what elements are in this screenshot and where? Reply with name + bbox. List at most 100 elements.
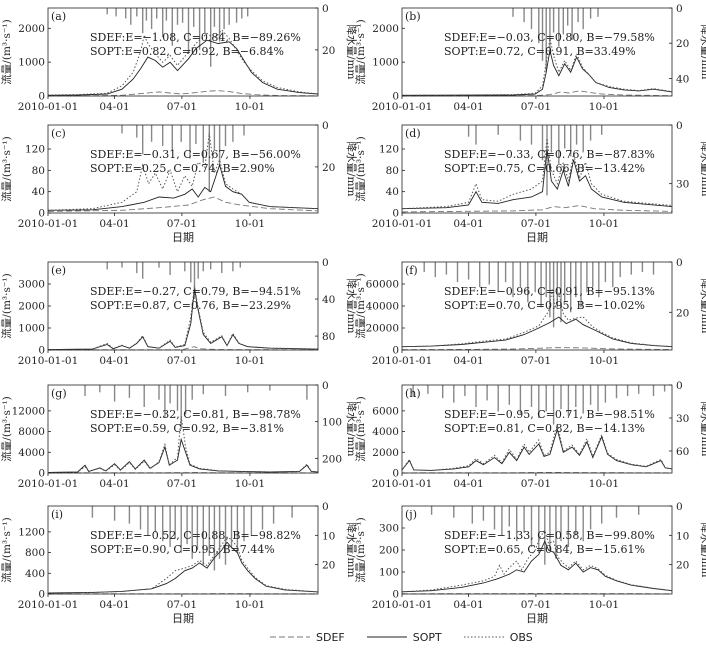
- y-tick-label: 0: [38, 208, 45, 220]
- y2-axis-label: 降水量/mm: [345, 25, 358, 80]
- precip-bar: [575, 385, 577, 407]
- precip-bar: [196, 506, 199, 550]
- y-axis-label: 流量/(m³·s⁻¹): [0, 273, 13, 338]
- precip-bar: [562, 8, 564, 35]
- precip-bar: [534, 262, 536, 293]
- precip-bar: [130, 8, 132, 25]
- x-tick-label: 07-01: [167, 355, 197, 367]
- y2-tick-label: 20: [322, 560, 335, 572]
- precip-bar: [180, 506, 182, 553]
- precip-bar: [106, 262, 108, 270]
- precip-bar: [560, 262, 562, 323]
- precip-bar: [142, 125, 144, 155]
- y-tick-label: 100: [379, 567, 399, 579]
- precip-bar: [467, 125, 470, 137]
- y2-tick-label: 80: [322, 331, 335, 343]
- precip-bar: [169, 262, 171, 275]
- metric-text: SDEF:E=−1.33, C=0.58, B=−99.80%: [444, 529, 655, 542]
- precip-bar: [136, 262, 138, 274]
- y2-tick-label: 0: [676, 257, 683, 269]
- precip-bar: [190, 262, 192, 283]
- x-tick-label: 10-01: [589, 218, 619, 230]
- metric-text: SOPT:E=0.87, C=0.76, B=−23.29%: [90, 299, 291, 312]
- legend-item-sopt: SOPT: [366, 631, 442, 644]
- precip-bar: [652, 262, 655, 275]
- precip-bar: [555, 506, 557, 559]
- precip-bar: [582, 125, 584, 153]
- precip-bar: [218, 8, 221, 42]
- precip-bar: [210, 262, 212, 270]
- precip-bar: [589, 8, 592, 19]
- precip-bar: [582, 506, 584, 542]
- precip-bar: [564, 262, 566, 303]
- precip-bar: [442, 385, 444, 399]
- precip-bar: [145, 8, 148, 21]
- precip-bar: [156, 8, 158, 19]
- precip-bar: [663, 385, 666, 392]
- y-axis-label: 流量/(m³·s⁻¹): [354, 273, 367, 338]
- precip-bar: [235, 8, 238, 23]
- metric-text: SDEF:E=−0.95, C=0.71, B=−98.51%: [444, 408, 655, 421]
- metric-text: SDEF:E=−0.32, C=0.81, B=−98.78%: [90, 408, 301, 421]
- precip-bar: [589, 125, 592, 141]
- y-tick-label: 0: [38, 345, 45, 357]
- precip-bar: [530, 385, 533, 407]
- precip-bar: [208, 506, 210, 556]
- precip-bar: [550, 125, 553, 153]
- series-line-obs: [401, 289, 673, 348]
- precip-bar: [575, 125, 578, 145]
- x-tick-label: 2010-01-01: [18, 218, 79, 230]
- x-tick-label: 2010-01-01: [18, 599, 79, 611]
- y2-tick-label: 20: [676, 307, 689, 319]
- y-tick-label: 3000: [18, 279, 45, 291]
- y2-tick-label: 20: [322, 162, 335, 174]
- y-tick-label: 1000: [372, 57, 399, 69]
- metric-text: SOPT:E=0.65, C=0.84, B=−15.61%: [444, 543, 645, 556]
- legend-swatch-sdef: [270, 636, 310, 638]
- precip-bar: [615, 385, 618, 399]
- precip-bar: [604, 385, 607, 403]
- series-line-sdef: [401, 205, 673, 213]
- precip-bar: [597, 385, 599, 412]
- precip-bar: [208, 125, 210, 192]
- precip-bar: [508, 506, 510, 527]
- y2-tick-label: 0: [322, 120, 329, 132]
- y-axis-label: 流量/(m³·s⁻¹): [354, 517, 367, 582]
- y-tick-label: 80: [386, 165, 399, 177]
- precip-bar: [586, 262, 588, 293]
- precip-bar: [545, 8, 547, 72]
- y2-axis-label: 降水量/mm: [699, 25, 706, 80]
- series-line-sdef: [401, 347, 673, 351]
- precip-bar: [184, 262, 186, 272]
- precip-bar: [497, 262, 499, 293]
- precip-bar: [598, 262, 600, 298]
- precip-bar: [567, 506, 570, 548]
- precip-bar: [171, 125, 173, 151]
- x-tick-label: 04-01: [453, 101, 483, 113]
- y-axis-label: 流量/(m³·s⁻¹): [354, 19, 367, 84]
- y-tick-label: 0: [392, 589, 399, 601]
- y2-tick-label: 0: [322, 257, 329, 269]
- x-tick-label: 04-01: [99, 599, 129, 611]
- precip-bar: [519, 385, 522, 414]
- metric-text: SDEF:E=−1.08, C=0.84, B=−89.26%: [90, 31, 301, 44]
- panel-label: (d): [405, 127, 421, 140]
- precip-bar: [567, 8, 569, 26]
- y-tick-label: 1000: [18, 323, 45, 335]
- y-tick-label: 80: [32, 165, 45, 177]
- x-tick-label: 04-01: [99, 355, 129, 367]
- precip-bar: [243, 125, 245, 136]
- precip-bar: [213, 8, 216, 27]
- precip-bar: [128, 385, 131, 398]
- precip-bar: [180, 125, 182, 142]
- precip-bar: [523, 8, 525, 23]
- precip-bar: [427, 385, 429, 394]
- series-line-sdef: [47, 196, 319, 212]
- precip-bar: [549, 506, 551, 550]
- x-tick-label: 04-01: [99, 478, 129, 490]
- series-line-obs: [401, 138, 673, 210]
- precip-bar: [641, 262, 644, 273]
- x-tick-label: 07-01: [167, 599, 197, 611]
- panel-d: 0 40 80 120 0 30 2010-01-01 04-01 07-01 10-01 (d) S…: [354, 120, 706, 244]
- x-tick-label: 07-01: [167, 101, 197, 113]
